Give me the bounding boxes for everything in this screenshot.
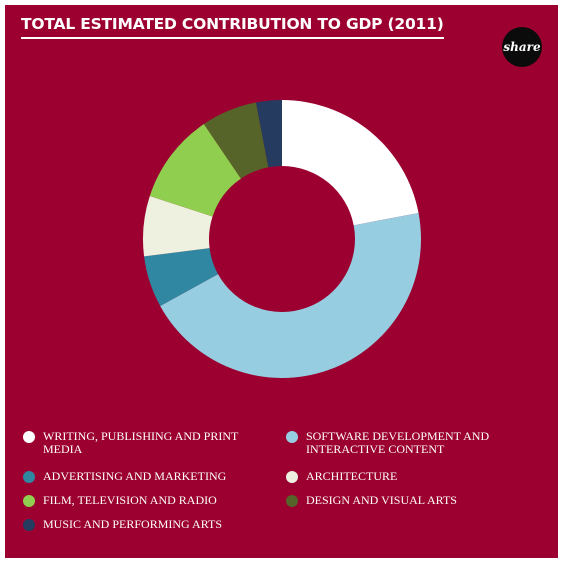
donut-slice-film-television-and-radio[interactable] xyxy=(149,124,241,217)
legend-label-writing: WRITING, PUBLISHING AND PRINT MEDIA xyxy=(43,429,239,456)
legend-item-advertising: ADVERTISING AND MARKETING xyxy=(23,470,263,483)
chart-title: TOTAL ESTIMATED CONTRIBUTION TO GDP (201… xyxy=(21,15,444,39)
donut-slice-software-development-and-interactive-content[interactable] xyxy=(160,212,422,379)
chart-panel: TOTAL ESTIMATED CONTRIBUTION TO GDP (201… xyxy=(5,5,558,558)
legend-label-software: SOFTWARE DEVELOPMENT AND INTERACTIVE CON… xyxy=(306,429,490,456)
share-button[interactable]: share xyxy=(502,27,542,67)
legend-swatch-design xyxy=(286,495,298,507)
legend-label-architecture: ARCHITECTURE xyxy=(306,469,398,483)
legend-swatch-writing xyxy=(23,431,35,443)
legend-item-music: MUSIC AND PERFORMING ARTS xyxy=(23,518,263,531)
legend-swatch-film xyxy=(23,495,35,507)
legend-swatch-architecture xyxy=(286,471,298,483)
donut-slice-advertising-and-marketing[interactable] xyxy=(144,248,219,306)
donut-slice-music-and-performing-arts[interactable] xyxy=(255,100,282,168)
donut-slice-design-and-visual-arts[interactable] xyxy=(203,102,269,179)
donut-chart xyxy=(143,100,422,379)
legend-item-film: FILM, TELEVISION AND RADIO xyxy=(23,494,263,507)
donut-slice-architecture[interactable] xyxy=(143,196,213,257)
legend-item-software: SOFTWARE DEVELOPMENT AND INTERACTIVE CON… xyxy=(286,430,516,456)
legend-label-advertising: ADVERTISING AND MARKETING xyxy=(43,469,227,483)
legend-item-writing: WRITING, PUBLISHING AND PRINT MEDIA xyxy=(23,430,253,456)
legend-label-design: DESIGN AND VISUAL ARTS xyxy=(306,493,457,507)
legend-swatch-advertising xyxy=(23,471,35,483)
legend-label-music: MUSIC AND PERFORMING ARTS xyxy=(43,517,222,531)
legend-swatch-music xyxy=(23,519,35,531)
legend-swatch-software xyxy=(286,431,298,443)
legend-item-architecture: ARCHITECTURE xyxy=(286,470,526,483)
legend-item-design: DESIGN AND VISUAL ARTS xyxy=(286,494,526,507)
donut-slice-writing-publishing-and-print-media[interactable] xyxy=(282,100,419,226)
legend-label-film: FILM, TELEVISION AND RADIO xyxy=(43,493,217,507)
